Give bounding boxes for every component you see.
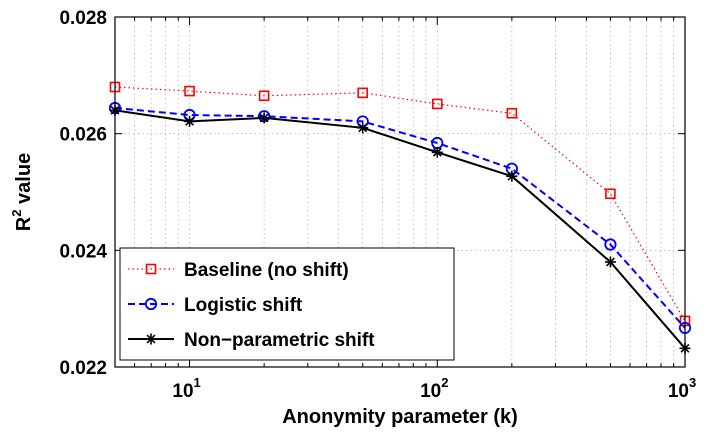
y-axis-label: R2 value	[9, 153, 35, 231]
series-0	[109, 81, 691, 327]
x-axis-label: Anonymity parameter (k)	[282, 406, 518, 428]
legend-item: Baseline (no shift)	[128, 260, 349, 281]
square-marker	[184, 85, 195, 97]
plot-area-frame	[114, 16, 686, 368]
square-marker	[258, 90, 270, 102]
legend-label: Logistic shift	[184, 295, 303, 316]
legend-item: Logistic shift	[128, 295, 303, 316]
x-tick-label-base: 10	[668, 381, 689, 402]
asterisk-stroke	[259, 113, 269, 123]
x-tick-label-exponent: 2	[441, 375, 448, 390]
legend-item: Non−parametric shift	[128, 330, 375, 351]
asterisk-marker	[357, 122, 369, 134]
series-line	[114, 86, 686, 322]
square-marker	[431, 98, 443, 110]
series-group	[108, 81, 692, 354]
asterisk-marker	[184, 115, 196, 127]
square-marker	[506, 107, 518, 119]
y-axis-label-rest: value	[13, 153, 35, 210]
x-tick-label: 101	[172, 375, 200, 402]
y-tick-label: 0.026	[59, 125, 107, 146]
y-axis-label-base: R	[13, 216, 35, 231]
asterisk-marker	[431, 146, 443, 158]
x-tick-label-exponent: 1	[194, 375, 201, 390]
asterisk-stroke	[605, 257, 615, 267]
square-marker	[145, 263, 157, 275]
square-marker	[605, 188, 616, 200]
legend: Baseline (no shift) Logistic shift Non−par…	[119, 247, 455, 361]
asterisk-marker	[258, 112, 270, 124]
series-line	[114, 107, 686, 329]
y-tick-label: 0.022	[59, 358, 107, 379]
asterisk-marker	[145, 333, 157, 345]
square-marker	[357, 87, 369, 99]
asterisk-marker	[506, 170, 518, 182]
asterisk-marker	[604, 256, 616, 268]
legend-box	[119, 247, 455, 361]
asterisk-stroke	[146, 334, 156, 344]
x-tick-label-base: 10	[420, 381, 441, 402]
series-2	[109, 104, 691, 354]
y-tick-label: 0.028	[59, 8, 107, 29]
asterisk-stroke	[432, 147, 442, 157]
x-tick-label-exponent: 3	[689, 375, 696, 390]
asterisk-stroke	[507, 171, 517, 181]
x-tick-label: 102	[420, 375, 448, 402]
legend-label: Baseline (no shift)	[184, 260, 349, 281]
x-tick-label: 103	[668, 375, 696, 402]
asterisk-stroke	[185, 116, 195, 126]
circle-marker	[144, 297, 158, 311]
legend-label: Non−parametric shift	[184, 330, 375, 351]
circle-marker	[604, 238, 617, 251]
asterisk-stroke	[358, 123, 368, 133]
y-axis-label-superscript: 2	[9, 210, 24, 217]
x-tick-label-base: 10	[172, 381, 193, 402]
y-tick-label: 0.024	[59, 241, 107, 262]
series-line	[114, 109, 686, 349]
